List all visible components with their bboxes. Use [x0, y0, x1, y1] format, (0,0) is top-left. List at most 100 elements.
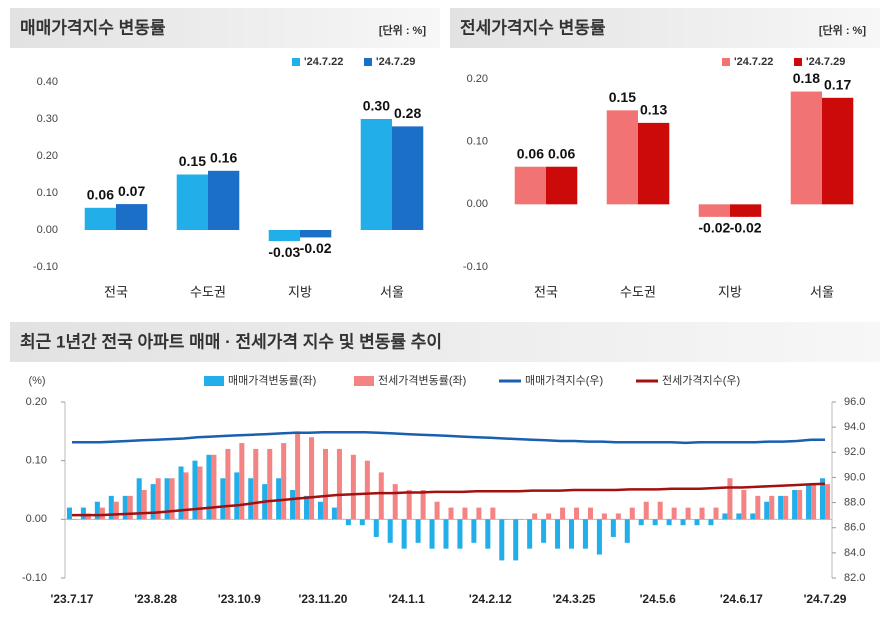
value-label: 0.17	[824, 77, 851, 93]
y2-tick-label: 86.0	[844, 522, 865, 534]
bar	[141, 490, 147, 520]
legend-label: '24.7.22	[304, 56, 343, 68]
bar	[624, 519, 630, 543]
bar	[783, 495, 789, 520]
bar	[722, 513, 728, 520]
bar	[220, 478, 226, 520]
bar	[638, 122, 670, 205]
bar	[560, 507, 566, 520]
bar	[546, 513, 552, 520]
legend-label: 매매가격변동률(좌)	[228, 374, 316, 387]
legend-label: '24.7.22	[734, 56, 773, 68]
bar	[206, 454, 212, 520]
bar	[541, 519, 547, 543]
bar	[820, 478, 826, 520]
y2-tick-label: 84.0	[844, 547, 865, 559]
y-tick-label: 0.10	[467, 136, 488, 148]
bar	[730, 204, 762, 217]
title-bar	[10, 322, 880, 362]
bar	[267, 448, 273, 520]
y2-tick-label: 82.0	[844, 572, 865, 584]
bar	[582, 519, 588, 549]
bar	[155, 478, 161, 520]
bar	[225, 448, 231, 520]
bar	[359, 519, 365, 526]
title-bar	[450, 8, 880, 48]
x-tick-label: '23.8.28	[134, 592, 177, 606]
x-tick-label: '23.10.9	[218, 592, 261, 606]
legend-swatch	[794, 58, 802, 66]
bar	[178, 466, 184, 520]
bar	[373, 519, 379, 537]
category-label: 서울	[810, 284, 834, 299]
bar	[671, 507, 677, 520]
x-tick-label: '24.6.17	[720, 592, 763, 606]
bar	[392, 126, 424, 230]
y2-tick-label: 96.0	[844, 396, 865, 408]
title-bar	[10, 8, 440, 48]
bar	[610, 519, 616, 537]
y-tick-label: 0.20	[26, 396, 47, 408]
bar	[317, 501, 323, 520]
value-label: -0.02	[730, 220, 762, 236]
bar	[406, 490, 412, 520]
category-label: 수도권	[190, 284, 226, 299]
bar	[638, 519, 644, 526]
y-tick-label: 0.20	[37, 150, 58, 162]
bar	[350, 454, 356, 520]
legend-swatch	[204, 376, 224, 386]
value-label: 0.06	[548, 145, 575, 161]
bar	[183, 472, 189, 520]
bar	[811, 484, 817, 520]
category-label: 지방	[718, 284, 742, 299]
bar	[825, 484, 831, 520]
bar	[568, 519, 575, 549]
bar	[708, 519, 714, 526]
bar	[176, 174, 208, 230]
legend-swatch	[292, 58, 300, 66]
bar	[629, 507, 635, 520]
value-label: 0.06	[87, 187, 114, 203]
bar	[666, 519, 672, 526]
bar	[490, 507, 496, 520]
bar	[234, 472, 240, 520]
value-label: 0.06	[517, 145, 544, 161]
bar	[792, 490, 798, 520]
bar	[504, 519, 510, 520]
bar	[164, 478, 170, 520]
y-tick-label: -0.10	[22, 572, 47, 584]
bar	[555, 519, 561, 549]
bar	[574, 507, 580, 520]
bar	[127, 495, 133, 520]
legend-swatch	[364, 58, 372, 66]
value-label: 0.18	[793, 70, 820, 86]
bar	[601, 513, 607, 520]
bar	[462, 507, 468, 520]
bar	[331, 507, 337, 520]
legend-label: 매매가격지수(우)	[525, 374, 603, 387]
bar	[80, 507, 86, 520]
bar	[211, 454, 217, 520]
bar	[643, 501, 649, 520]
x-tick-label: '24.2.12	[469, 592, 512, 606]
x-tick-label: '24.7.29	[804, 592, 847, 606]
bar	[392, 484, 398, 520]
y-tick-label: 0.40	[37, 76, 58, 88]
bar	[309, 437, 315, 520]
bar	[401, 519, 407, 549]
bar	[253, 448, 259, 520]
bar	[429, 519, 435, 549]
bar	[443, 519, 449, 549]
unit-label: [단위 : %]	[819, 23, 866, 37]
bar	[276, 478, 282, 520]
value-label: -0.02	[698, 220, 730, 236]
bar	[741, 490, 747, 520]
legend-swatch	[722, 58, 730, 66]
bar	[304, 495, 310, 520]
bar	[680, 519, 686, 526]
bar	[378, 472, 384, 520]
category-label: 수도권	[620, 284, 656, 299]
legend-label: 전세가격지수(우)	[662, 374, 740, 387]
bar	[694, 519, 700, 526]
